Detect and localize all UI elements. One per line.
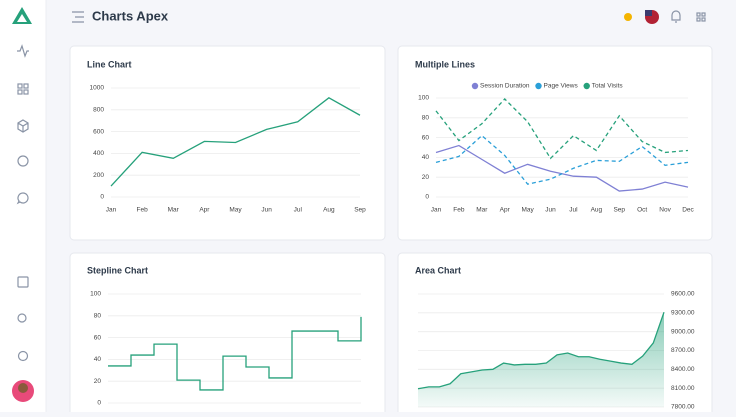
legend-marker xyxy=(471,82,479,90)
notifications[interactable] xyxy=(671,10,681,23)
y-tick-label: 8700.00 xyxy=(671,347,695,354)
x-tick-label: Feb xyxy=(137,207,149,214)
y-tick-label: 20 xyxy=(422,174,430,181)
nav-box[interactable] xyxy=(17,119,29,133)
x-tick-label: May xyxy=(521,207,534,214)
x-tick-label: Nov xyxy=(659,207,671,214)
y-tick-label: 40 xyxy=(422,154,430,161)
nav-settings-2[interactable] xyxy=(17,350,29,362)
sidebar xyxy=(0,0,46,412)
y-tick-label: 9300.00 xyxy=(671,310,695,317)
x-tick-label: May xyxy=(229,207,242,214)
y-tick-label: 1000 xyxy=(90,85,105,92)
x-tick-label: Aug xyxy=(591,207,603,214)
y-tick-label: 600 xyxy=(93,128,104,135)
chart-title: Multiple Lines xyxy=(415,59,475,69)
card xyxy=(397,45,713,241)
x-tick-label: Apr xyxy=(199,207,210,214)
nav-apps[interactable] xyxy=(17,83,29,95)
y-tick-label: 60 xyxy=(94,334,102,341)
card xyxy=(69,45,386,241)
y-tick-label: 0 xyxy=(425,194,429,201)
y-tick-label: 9600.00 xyxy=(671,291,695,298)
legend-label: Page Views xyxy=(544,83,579,90)
x-tick-label: Jan xyxy=(431,207,442,214)
nav-charts[interactable] xyxy=(17,44,29,58)
legend-marker xyxy=(583,82,590,90)
x-tick-label: Mar xyxy=(168,207,180,214)
line xyxy=(110,97,361,187)
y-tick-label: 40 xyxy=(94,356,102,363)
y-tick-label: 400 xyxy=(93,150,104,157)
x-tick-label: Aug xyxy=(323,207,335,214)
x-tick-label: Mar xyxy=(476,207,488,214)
y-tick-label: 8400.00 xyxy=(671,366,695,373)
x-tick-label: Apr xyxy=(500,207,511,214)
x-tick-label: Sep xyxy=(354,207,366,214)
x-tick-label: Oct xyxy=(637,207,647,214)
y-tick-label: 0 xyxy=(97,400,101,407)
header-title: Charts Apex xyxy=(92,8,169,23)
menu-toggle[interactable] xyxy=(72,11,84,23)
y-tick-label: 20 xyxy=(94,378,102,385)
y-tick-label: 100 xyxy=(418,95,429,102)
avatar-face xyxy=(18,383,28,393)
y-tick-label: 60 xyxy=(422,134,430,141)
line xyxy=(435,134,689,185)
x-tick-label: Dec xyxy=(682,207,694,214)
y-tick-label: 200 xyxy=(93,172,104,179)
y-tick-label: 0 xyxy=(100,194,104,201)
x-tick-label: Sep xyxy=(613,207,625,214)
x-tick-label: Jul xyxy=(294,207,303,214)
nav-sidebar[interactable] xyxy=(17,276,29,288)
y-tick-label: 800 xyxy=(93,107,104,114)
line xyxy=(435,98,689,160)
y-tick-label: 100 xyxy=(90,291,101,298)
theme-toggle[interactable] xyxy=(624,13,632,21)
x-tick-label: Feb xyxy=(453,207,465,214)
legend-label: Session Duration xyxy=(480,83,530,90)
area-line xyxy=(417,311,665,390)
x-tick-label: Jun xyxy=(261,207,272,214)
chart-title: Line Chart xyxy=(87,59,132,69)
chart-title: Stepline Chart xyxy=(87,265,148,275)
apps-menu[interactable] xyxy=(696,12,706,22)
nav-chat[interactable] xyxy=(16,192,29,205)
legend-marker xyxy=(535,82,542,90)
y-tick-label: 8100.00 xyxy=(671,385,695,392)
chart-title: Area Chart xyxy=(415,265,461,275)
x-tick-label: Jul xyxy=(569,207,578,214)
y-tick-label: 7800.00 xyxy=(671,404,695,411)
flag-canton xyxy=(645,10,652,16)
logo[interactable] xyxy=(12,7,32,24)
legend-label: Total Visits xyxy=(592,83,624,90)
nav-search[interactable] xyxy=(17,313,27,323)
area xyxy=(418,312,664,407)
x-tick-label: Jun xyxy=(545,207,556,214)
y-tick-label: 9000.00 xyxy=(671,328,695,335)
y-tick-label: 80 xyxy=(94,313,102,320)
step-line xyxy=(108,316,362,391)
x-tick-label: Jan xyxy=(106,207,117,214)
y-tick-label: 80 xyxy=(422,115,430,122)
nav-settings[interactable] xyxy=(17,155,29,167)
